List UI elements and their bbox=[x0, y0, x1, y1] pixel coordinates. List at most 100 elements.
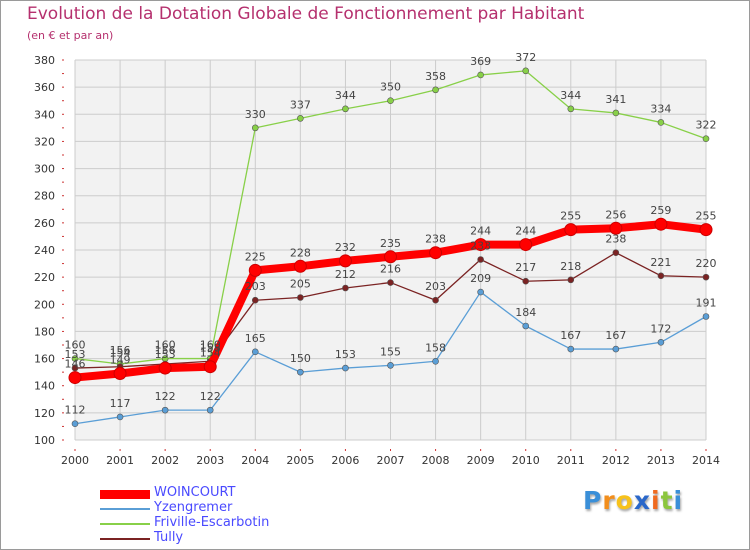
logo-letter: P bbox=[583, 486, 603, 515]
data-point bbox=[293, 259, 307, 273]
logo-letter: i bbox=[651, 486, 661, 515]
data-label: 203 bbox=[245, 280, 266, 293]
data-point bbox=[612, 345, 620, 353]
chart-subtitle: (en € et par an) bbox=[27, 29, 114, 42]
data-label: 154 bbox=[110, 347, 131, 360]
data-point bbox=[522, 67, 530, 75]
data-label: 149 bbox=[110, 354, 131, 367]
data-point bbox=[161, 406, 169, 414]
data-point bbox=[564, 223, 578, 237]
data-label: 225 bbox=[245, 250, 266, 263]
data-point bbox=[71, 420, 79, 428]
data-point bbox=[251, 348, 259, 356]
data-label: 233 bbox=[470, 240, 491, 253]
y-tick-label: 200 bbox=[34, 298, 55, 311]
data-point bbox=[477, 256, 484, 263]
legend-swatch bbox=[100, 508, 150, 510]
data-label: 344 bbox=[560, 89, 581, 102]
data-point bbox=[387, 97, 394, 105]
data-label: 217 bbox=[515, 261, 536, 274]
x-tick-label: 2012 bbox=[602, 454, 630, 467]
x-tick-label: 2006 bbox=[331, 454, 359, 467]
data-label: 216 bbox=[380, 263, 401, 276]
data-label: 255 bbox=[560, 210, 581, 223]
y-tick-label: 280 bbox=[34, 190, 55, 203]
data-label: 228 bbox=[290, 246, 311, 259]
data-point bbox=[342, 105, 349, 113]
data-label: 255 bbox=[696, 210, 717, 223]
data-point bbox=[657, 272, 665, 280]
data-label: 238 bbox=[425, 233, 446, 246]
data-label: 153 bbox=[155, 348, 176, 361]
data-point bbox=[522, 277, 530, 285]
data-point bbox=[297, 294, 304, 301]
data-label: 209 bbox=[470, 272, 491, 285]
data-label: 146 bbox=[65, 358, 86, 371]
x-tick-label: 2008 bbox=[422, 454, 450, 467]
data-point bbox=[158, 361, 172, 375]
data-label: 221 bbox=[650, 256, 671, 269]
data-label: 235 bbox=[380, 237, 401, 250]
data-label: 153 bbox=[65, 348, 86, 361]
data-point bbox=[297, 115, 304, 122]
legend-swatch bbox=[100, 523, 150, 525]
logo-letter: o bbox=[615, 486, 634, 515]
data-label: 172 bbox=[650, 322, 671, 335]
data-point bbox=[654, 217, 668, 231]
y-tick-label: 240 bbox=[34, 244, 55, 257]
data-point bbox=[474, 238, 488, 252]
data-point bbox=[203, 360, 217, 374]
x-tick-label: 2005 bbox=[286, 454, 314, 467]
data-label: 244 bbox=[515, 225, 536, 238]
data-label: 244 bbox=[470, 225, 491, 238]
data-point bbox=[429, 246, 443, 260]
x-tick-label: 2011 bbox=[557, 454, 585, 467]
data-label: 167 bbox=[560, 329, 581, 342]
y-tick-label: 300 bbox=[34, 163, 55, 176]
data-label: 150 bbox=[290, 352, 311, 365]
data-point bbox=[71, 355, 79, 362]
x-tick-label: 2002 bbox=[151, 454, 179, 467]
x-tick-label: 2001 bbox=[106, 454, 134, 467]
data-point bbox=[68, 371, 82, 385]
data-point bbox=[206, 406, 214, 414]
x-tick-label: 2013 bbox=[647, 454, 675, 467]
data-point bbox=[477, 288, 484, 296]
legend-label: Friville-Escarbotin bbox=[154, 515, 270, 530]
data-label: 256 bbox=[605, 208, 626, 221]
data-point bbox=[113, 367, 127, 380]
data-point bbox=[702, 135, 710, 143]
data-label: 160 bbox=[65, 339, 86, 352]
legend-label: Yzengremer bbox=[154, 500, 233, 515]
data-label: 156 bbox=[155, 344, 176, 357]
data-label: 330 bbox=[245, 108, 266, 121]
y-tick-label: 360 bbox=[34, 81, 55, 94]
data-label: 122 bbox=[155, 390, 176, 403]
data-point bbox=[657, 338, 665, 346]
x-tick-label: 2010 bbox=[512, 454, 540, 467]
chart-title: Evolution de la Dotation Globale de Fonc… bbox=[27, 4, 585, 24]
y-tick-label: 340 bbox=[34, 108, 55, 121]
data-point bbox=[387, 279, 394, 286]
data-label: 205 bbox=[290, 278, 311, 291]
data-point bbox=[567, 276, 575, 284]
data-label: 191 bbox=[696, 297, 717, 310]
logo-letter: x bbox=[633, 486, 651, 515]
data-label: 232 bbox=[335, 241, 356, 254]
data-point bbox=[609, 221, 623, 235]
data-label: 334 bbox=[650, 102, 671, 115]
data-label: 369 bbox=[470, 55, 491, 68]
x-tick-label: 2009 bbox=[467, 454, 495, 467]
line-chart: 100 120 140 160 180 200 220 240 260 280 300 320 340 3… bbox=[34, 51, 720, 467]
data-point bbox=[567, 345, 575, 353]
data-point bbox=[522, 322, 530, 330]
data-label: 344 bbox=[335, 89, 356, 102]
data-label: 259 bbox=[650, 204, 671, 217]
data-label: 372 bbox=[515, 51, 536, 64]
data-label: 160 bbox=[155, 339, 176, 352]
proxiti-logo: Proxiti bbox=[583, 486, 683, 515]
x-tick-label: 2000 bbox=[61, 454, 89, 467]
x-tick-label: 2003 bbox=[196, 454, 224, 467]
data-point bbox=[519, 238, 533, 252]
data-point bbox=[432, 296, 439, 304]
